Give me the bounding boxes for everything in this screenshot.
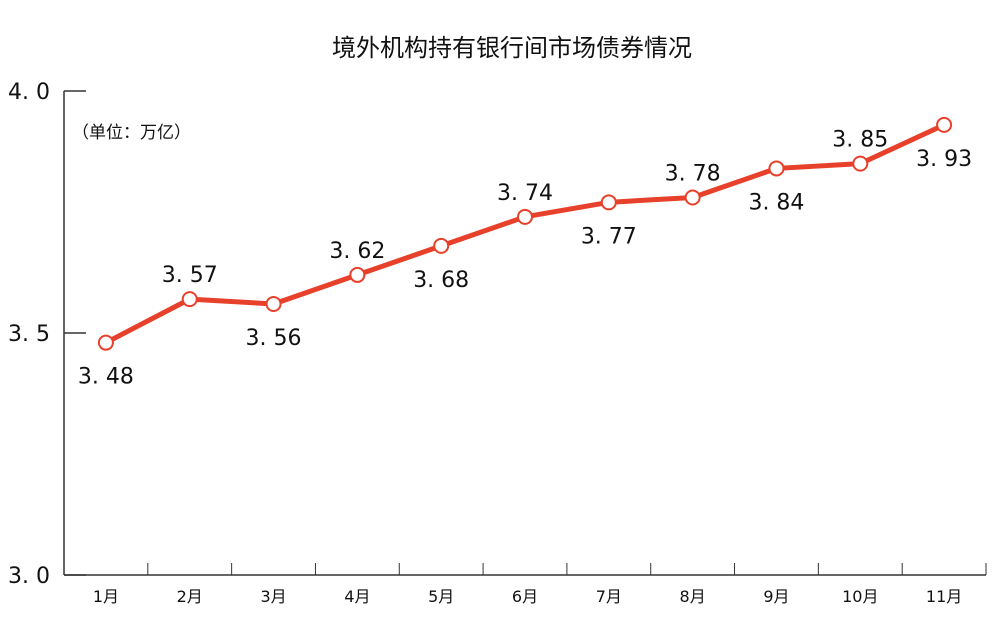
x-tick-label: 5月 (428, 587, 454, 606)
data-point (517, 208, 533, 225)
x-tick-label: 10月 (842, 587, 878, 606)
data-point (852, 155, 869, 172)
data-point (265, 295, 282, 312)
data-label: 3. 84 (748, 190, 804, 215)
data-point (684, 189, 701, 206)
data-point (349, 266, 366, 283)
x-tick-label: 1月 (93, 587, 119, 606)
data-point (97, 334, 114, 351)
y-tick-label: 4. 0 (8, 80, 50, 105)
data-label: 3. 57 (162, 263, 218, 288)
data-label: 3. 93 (916, 147, 972, 172)
data-label: 3. 78 (665, 161, 721, 186)
data-label: 3. 74 (497, 181, 553, 206)
data-label: 3. 62 (329, 239, 385, 264)
data-point (433, 237, 450, 254)
data-label: 3. 56 (246, 326, 302, 351)
data-point (600, 194, 617, 211)
y-tick-label: 3. 0 (8, 564, 50, 589)
data-label: 3. 48 (78, 365, 134, 390)
x-tick-label: 9月 (763, 587, 789, 606)
unit-note: （单位：万亿） (72, 123, 191, 143)
x-tick-label: 11月 (926, 587, 962, 606)
data-label: 3. 85 (832, 128, 888, 153)
data-label: 3. 77 (581, 224, 637, 249)
data-point (181, 291, 198, 308)
data-label: 3. 68 (413, 268, 469, 293)
chart-title: 境外机构持有银行间市场债券情况 (332, 34, 692, 62)
x-tick-label: 7月 (596, 587, 622, 606)
y-tick-label: 3. 5 (8, 322, 50, 347)
x-tick-label: 3月 (260, 587, 286, 606)
data-point (936, 116, 953, 133)
x-tick-label: 8月 (680, 587, 706, 606)
x-tick-label: 6月 (512, 587, 538, 606)
series-line (104, 122, 946, 345)
x-tick-label: 2月 (177, 587, 203, 606)
x-tick-label: 4月 (344, 587, 370, 606)
data-point (768, 160, 785, 177)
